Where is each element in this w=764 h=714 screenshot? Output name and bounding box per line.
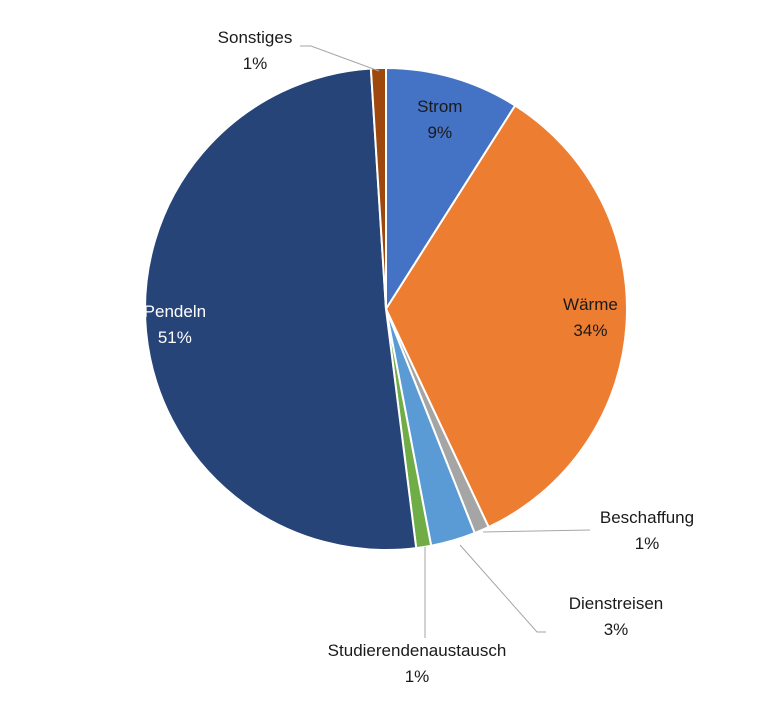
slice-value-label-strom: 9% — [428, 123, 453, 142]
pie-slice-pendeln — [144, 67, 418, 551]
leader-lines — [300, 45, 591, 638]
slice-name-label-dienstreisen: Dienstreisen — [569, 594, 664, 613]
leader-line-dienstreisen — [459, 544, 546, 633]
leader-line-beschaffung — [482, 529, 591, 533]
slice-name-label-sonstiges: Sonstiges — [218, 28, 293, 47]
slice-value-label-dienstreisen: 3% — [604, 620, 629, 639]
slice-labels: Strom 9% Wärme 34% Beschaffung 1% Dienstreisen… — [144, 28, 694, 686]
slice-value-label-waerme: 34% — [573, 321, 607, 340]
leader-line-sonstiges — [300, 45, 380, 72]
slice-value-label-studierendenaustausch: 1% — [405, 667, 430, 686]
slice-name-label-studierendenaustausch: Studierendenaustausch — [328, 641, 507, 660]
slice-name-label-beschaffung: Beschaffung — [600, 508, 694, 527]
slice-value-label-beschaffung: 1% — [635, 534, 660, 553]
slice-value-label-sonstiges: 1% — [243, 54, 268, 73]
slice-name-label-strom: Strom — [417, 97, 462, 116]
pie-slices — [144, 67, 628, 551]
pie-slice-waerme — [385, 104, 628, 529]
pie-slice-strom — [385, 67, 517, 310]
slice-value-label-pendeln: 51% — [158, 328, 192, 347]
slice-name-label-pendeln: Pendeln — [144, 302, 206, 321]
slice-name-label-waerme: Wärme — [563, 295, 618, 314]
